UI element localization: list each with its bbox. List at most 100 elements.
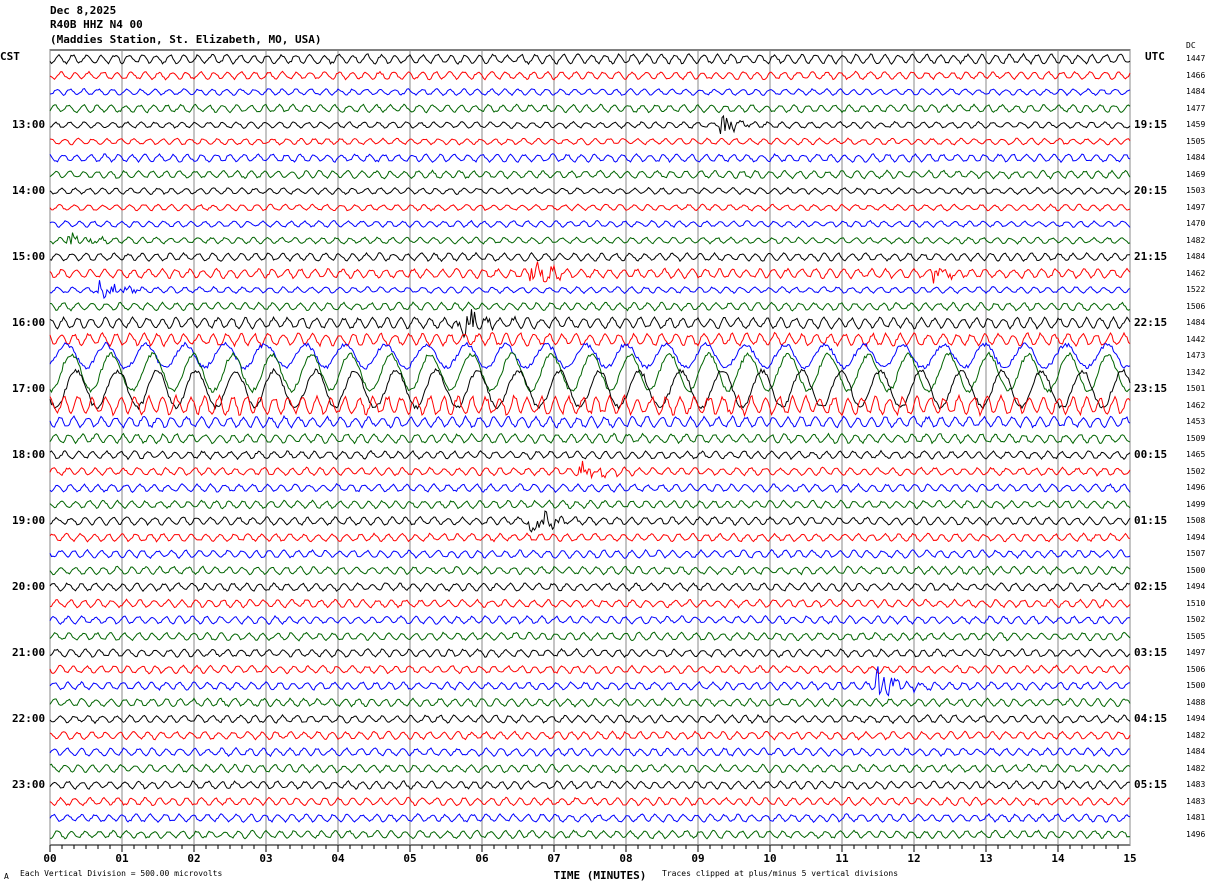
trace-8: [49, 186, 1131, 196]
cst-hour-label: 21:00: [12, 646, 46, 659]
cst-hour-label: 22:00: [12, 712, 46, 725]
trace-13: [49, 261, 1131, 284]
dc-offset: 1482: [1186, 235, 1206, 245]
x-tick-label: 11: [835, 852, 849, 865]
trace-28: [49, 510, 1131, 533]
trace-18: [49, 341, 1131, 371]
trace-22: [49, 414, 1131, 429]
trace-40: [49, 713, 1131, 725]
x-tick-label: 13: [979, 852, 993, 865]
dc-offset: 1494: [1186, 532, 1206, 542]
x-tick-label: 01: [115, 852, 129, 865]
dc-offset: 1469: [1186, 169, 1206, 179]
dc-offset: 1481: [1186, 813, 1206, 822]
utc-hour-label: 20:15: [1134, 184, 1168, 197]
dc-offset: 1470: [1186, 219, 1206, 228]
trace-36: [49, 648, 1131, 659]
trace-21: [49, 393, 1131, 418]
cst-hour-label: 18:00: [12, 448, 46, 461]
trace-5: [49, 137, 1131, 146]
x-tick-label: 00: [43, 852, 57, 865]
left-timezone: CST: [0, 50, 20, 63]
channel-label: R40B HHZ N4 00: [50, 18, 143, 31]
dc-offset: 1462: [1186, 400, 1206, 410]
dc-offset: 1522: [1186, 285, 1206, 294]
trace-43: [49, 763, 1131, 774]
station-label: (Maddies Station, St. Elizabeth, MO, USA…: [50, 33, 322, 46]
trace-23: [49, 432, 1131, 445]
plot-frame: [49, 49, 1131, 846]
trace-9: [49, 203, 1131, 212]
dc-offset: 1488: [1186, 697, 1206, 707]
trace-30: [49, 548, 1131, 560]
trace-45: [49, 796, 1131, 807]
dc-offset: 1477: [1186, 103, 1206, 113]
dc-offset: 1459: [1186, 120, 1206, 129]
utc-hour-label: 02:15: [1134, 580, 1168, 593]
scale-note: Each Vertical Division = 500.00 microvol…: [20, 869, 223, 878]
trace-41: [49, 730, 1131, 741]
dc-offset: 1447: [1186, 54, 1206, 63]
x-tick-label: 12: [907, 852, 921, 865]
dc-offset: 1505: [1186, 631, 1206, 641]
trace-16: [49, 309, 1131, 339]
dc-offset: 1500: [1186, 565, 1206, 575]
cst-hour-label: 15:00: [12, 250, 46, 263]
dc-offset: 1484: [1186, 318, 1206, 327]
dc-offset: 1482: [1186, 730, 1206, 740]
dc-offset: 1505: [1186, 136, 1206, 146]
trace-25: [49, 460, 1131, 480]
dc-offset: 1501: [1186, 384, 1206, 393]
trace-12: [49, 251, 1130, 263]
dc-offset: 1484: [1186, 87, 1206, 96]
dc-offset: 1465: [1186, 450, 1206, 459]
trace-7: [49, 169, 1131, 180]
cst-hour-label: 16:00: [12, 316, 46, 329]
trace-6: [49, 153, 1131, 164]
trace-35: [49, 631, 1131, 642]
trace-29: [49, 532, 1131, 543]
trace-46: [49, 812, 1131, 823]
dc-offset: 1497: [1186, 202, 1206, 212]
trace-32: [49, 582, 1131, 593]
trace-47: [49, 829, 1131, 840]
trace-1: [49, 70, 1131, 81]
x-tick-label: 14: [1051, 852, 1065, 865]
trace-39: [49, 697, 1131, 708]
cst-hour-label: 13:00: [12, 118, 46, 131]
dc-offset: 1510: [1186, 598, 1206, 608]
date-label: Dec 8,2025: [50, 4, 117, 17]
cst-hour-label: 14:00: [12, 184, 46, 197]
utc-hour-label: 22:15: [1134, 316, 1168, 329]
dc-offset: 1462: [1186, 268, 1206, 278]
utc-hour-label: 00:15: [1134, 448, 1168, 461]
trace-42: [49, 746, 1130, 758]
cst-hour-label: 19:00: [12, 514, 46, 527]
dc-offset: 1502: [1186, 615, 1206, 624]
trace-19: [49, 351, 1131, 394]
x-axis-title: TIME (MINUTES): [553, 869, 647, 882]
utc-hour-label: 23:15: [1134, 382, 1168, 395]
trace-44: [49, 780, 1131, 790]
x-tick-label: 15: [1123, 852, 1137, 865]
x-tick-label: 04: [331, 852, 345, 865]
dc-offset: 1496: [1186, 483, 1206, 492]
dc-offset: 1494: [1186, 714, 1206, 723]
dc-offset: 1508: [1186, 516, 1206, 525]
x-tick-label: 07: [547, 852, 561, 865]
dc-offset: 1497: [1186, 648, 1206, 657]
x-tick-label: 05: [403, 852, 417, 865]
trace-4: [49, 114, 1131, 135]
trace-34: [49, 614, 1131, 626]
trace-33: [49, 598, 1131, 609]
right-timezone: UTC: [1145, 50, 1165, 63]
trace-38: [49, 666, 1131, 697]
trace-2: [49, 88, 1131, 97]
trace-17: [49, 331, 1131, 348]
dc-offset: 1484: [1186, 153, 1206, 162]
dc-offset: 1502: [1186, 466, 1206, 476]
x-tick-label: 02: [187, 852, 201, 865]
trace-14: [49, 280, 1131, 300]
trace-27: [49, 499, 1131, 510]
